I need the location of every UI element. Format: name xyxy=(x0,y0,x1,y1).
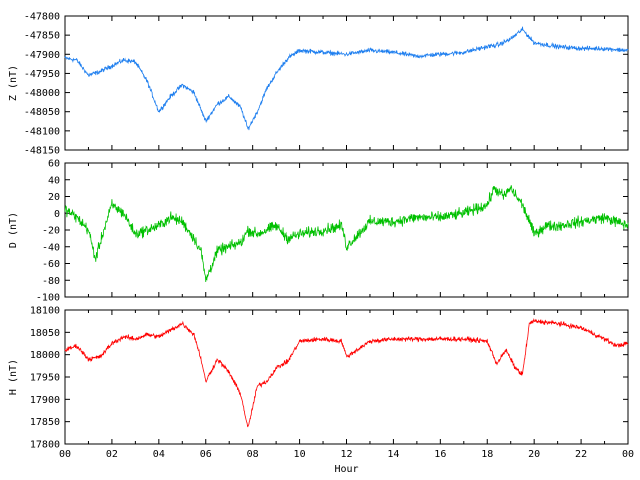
y-tick-label: -47900 xyxy=(24,50,60,61)
series-line-d-nt xyxy=(64,185,629,283)
y-tick-label: -60 xyxy=(42,259,60,270)
y-axis-label: Z (nT) xyxy=(8,65,19,101)
y-tick-label: -47950 xyxy=(24,69,60,80)
plot-frame xyxy=(64,309,629,445)
y-tick-label: 18100 xyxy=(30,306,60,317)
x-tick-label: 00 xyxy=(622,449,634,460)
y-axis-label: H (nT) xyxy=(8,359,19,395)
y-tick-label: -48000 xyxy=(24,88,60,99)
y-axis-label: D (nT) xyxy=(8,212,19,248)
x-tick-label: 02 xyxy=(106,449,118,460)
y-tick-label: -48050 xyxy=(24,107,60,118)
y-tick-label: 18000 xyxy=(30,350,60,361)
x-tick-label: 00 xyxy=(59,449,71,460)
x-axis-label: Hour xyxy=(334,464,358,475)
y-tick-label: 17800 xyxy=(30,440,60,451)
x-tick-label: 06 xyxy=(200,449,212,460)
y-tick-label: -48150 xyxy=(24,146,60,157)
d-component-panel: 60 40 20 0 -20 -40 -60 -80 -100 D (nT) xyxy=(8,159,629,304)
y-tick-label: -100 xyxy=(36,293,60,304)
y-tick-label: 17850 xyxy=(30,417,60,428)
y-tick-label: -40 xyxy=(42,242,60,253)
x-tick-label: 20 xyxy=(528,449,540,460)
series-line-z-nt xyxy=(64,26,629,131)
x-tick-label: 14 xyxy=(387,449,399,460)
x-tick-label: 04 xyxy=(153,449,165,460)
series-line-h-nt xyxy=(64,318,629,428)
y-tick-label: 0 xyxy=(54,209,60,220)
y-tick-label: 18050 xyxy=(30,328,60,339)
x-tick-label: 08 xyxy=(247,449,259,460)
y-tick-label: -48100 xyxy=(24,126,60,137)
y-tick-label: 60 xyxy=(48,159,60,170)
y-tick-label: -20 xyxy=(42,226,60,237)
y-tick-label: -80 xyxy=(42,276,60,287)
x-tick-label: 16 xyxy=(434,449,446,460)
y-tick-label: 20 xyxy=(48,192,60,203)
y-tick-label: -47850 xyxy=(24,31,60,42)
x-tick-label: 10 xyxy=(294,449,306,460)
y-tick-label: -47800 xyxy=(24,12,60,23)
y-tick-label: 17950 xyxy=(30,373,60,384)
h-component-panel: 18100 18050 18000 17950 17900 17850 17800 H (nT… xyxy=(8,306,634,476)
x-tick-label: 18 xyxy=(481,449,493,460)
z-component-panel: -47800 -47850 -47900 -47950 -48000 -48050 -481… xyxy=(8,12,629,157)
y-tick-label: 40 xyxy=(48,175,60,186)
y-tick-label: 17900 xyxy=(30,395,60,406)
x-tick-label: 22 xyxy=(575,449,587,460)
x-tick-label: 12 xyxy=(340,449,352,460)
plot-frame xyxy=(64,15,629,151)
